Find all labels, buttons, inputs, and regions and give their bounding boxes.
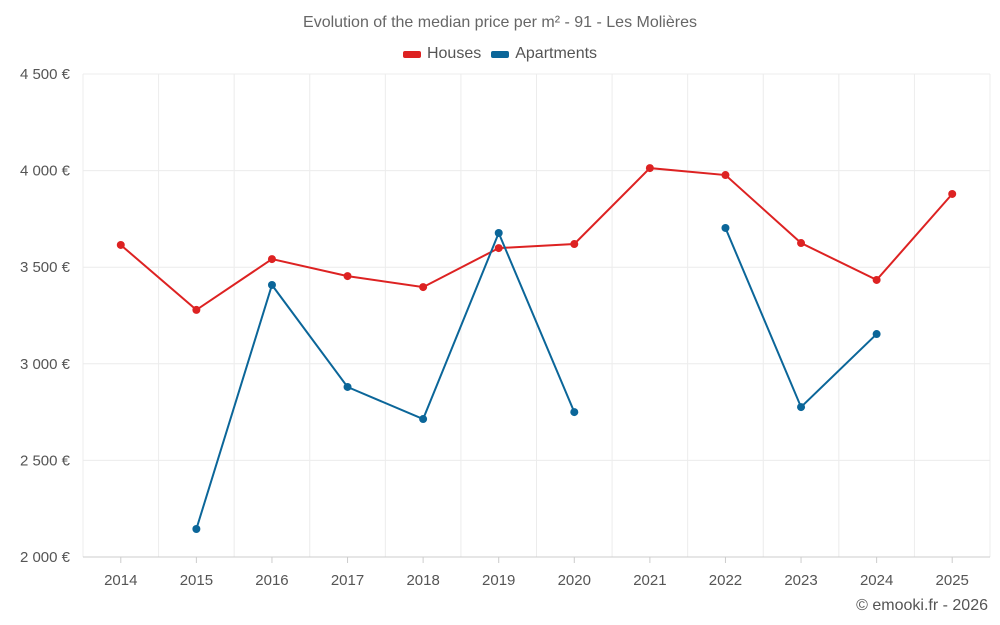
x-tick-label: 2019 (482, 572, 515, 589)
credit: © emooki.fr - 2026 (856, 597, 988, 614)
x-tick-label: 2015 (180, 572, 213, 589)
series-line-apartments (195, 230, 576, 530)
y-tick-label: 2 000 € (20, 549, 71, 566)
data-point-houses (192, 305, 201, 314)
y-tick-label: 3 000 € (20, 356, 71, 373)
data-point-houses (872, 275, 881, 284)
data-point-houses (721, 171, 730, 180)
data-point-apartments (721, 223, 730, 232)
data-point-houses (570, 240, 579, 249)
data-point-houses (343, 272, 352, 281)
data-point-houses (948, 189, 957, 198)
legend-swatch-apartments (491, 50, 510, 58)
y-tick-label: 4 500 € (20, 66, 71, 83)
legend-label-apartments: Apartments (515, 45, 598, 62)
x-tick-label: 2023 (784, 572, 817, 589)
y-tick-label: 3 500 € (20, 259, 71, 276)
data-point-apartments (494, 229, 503, 238)
x-tick-label: 2021 (633, 572, 666, 589)
data-point-apartments (267, 280, 276, 289)
data-point-apartments (343, 382, 352, 391)
data-point-apartments (797, 403, 806, 412)
y-tick-label: 4 000 € (20, 163, 71, 180)
x-tick-label: 2017 (331, 572, 364, 589)
data-point-houses (645, 164, 654, 173)
series-line-houses (120, 167, 953, 312)
legend-item-houses[interactable]: Houses (402, 45, 482, 63)
x-tick-label: 2020 (558, 572, 591, 589)
data-point-apartments (419, 415, 428, 424)
chart-title: Evolution of the median price per m² - 9… (303, 14, 697, 31)
x-tick-label: 2025 (936, 572, 969, 589)
data-point-apartments (570, 408, 579, 417)
x-tick-label: 2014 (104, 572, 137, 589)
legend-item-apartments[interactable]: Apartments (491, 45, 597, 63)
data-point-houses (494, 244, 503, 253)
data-point-houses (797, 239, 806, 248)
data-point-houses (116, 240, 125, 249)
x-tick-label: 2024 (860, 572, 893, 589)
legend: Houses Apartments (0, 45, 1000, 63)
x-tick-label: 2018 (406, 572, 439, 589)
data-point-houses (267, 255, 276, 264)
series-line-apartments (724, 227, 878, 409)
y-tick-label: 2 500 € (20, 452, 71, 469)
data-point-houses (419, 283, 428, 292)
x-tick-label: 2016 (255, 572, 288, 589)
legend-swatch-houses (402, 50, 421, 58)
data-point-apartments (872, 330, 881, 339)
x-tick-label: 2022 (709, 572, 742, 589)
data-point-apartments (192, 524, 201, 533)
legend-label-houses: Houses (426, 45, 482, 62)
